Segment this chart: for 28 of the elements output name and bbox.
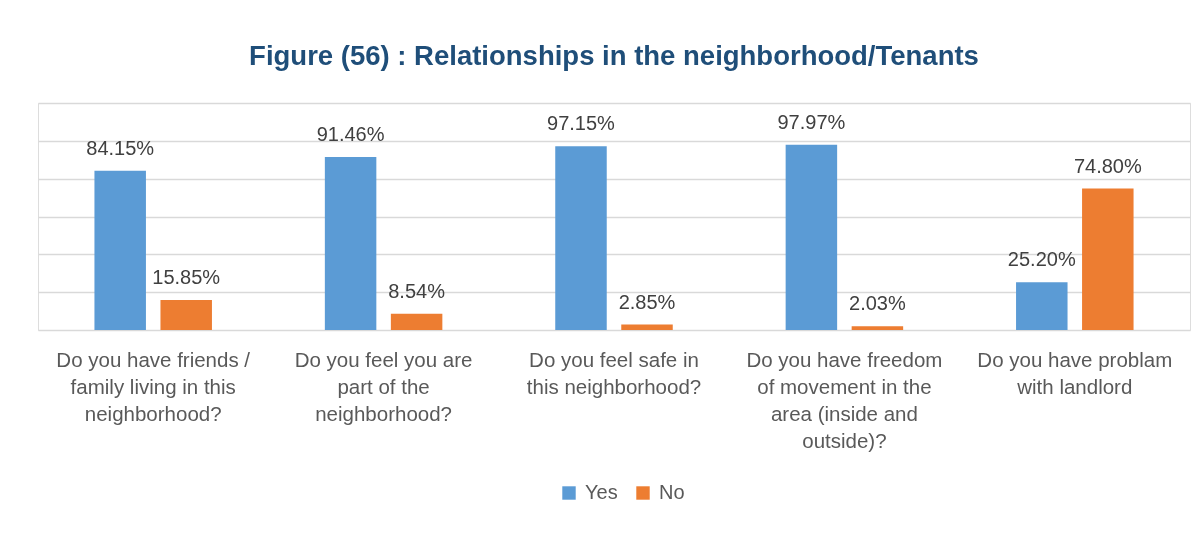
bar [1016,282,1068,330]
bar [94,170,146,330]
data-label: 97.97% [777,110,846,133]
data-label: 8.54% [388,279,446,302]
bar [390,313,443,330]
legend-label: Yes [585,481,618,503]
data-label: 2.03% [849,292,906,315]
x-tick-label: Do you have problam with landlord [977,347,1173,398]
data-label: 25.20% [1007,248,1076,271]
bar [851,326,904,330]
x-tick-label: Do you have friends / family living in this neighborhood? [56,347,251,425]
bar [1082,188,1134,330]
legend-label: No [659,481,685,503]
x-tick-label: Do you have freedom of movement in the area (inside and outside)? [746,347,943,452]
chart-title: Figure (56) : Relationships in the neighborhood/Tenants [249,39,979,71]
data-label: 74.80% [1073,154,1142,177]
bar [160,300,212,330]
data-label: 91.46% [316,122,385,145]
bar [621,324,673,330]
data-label: 2.85% [618,290,676,313]
bar [555,146,607,330]
data-label: 97.15% [547,112,616,135]
bar [324,156,377,330]
data-label: 15.85% [152,266,221,289]
data-label: 84.15% [86,136,155,159]
x-tick-label: Do you feel safe in this neighborhood? [526,347,702,398]
x-tick-label: Do you feel you are part of the neighborhood? [294,347,473,425]
bar [785,144,838,330]
